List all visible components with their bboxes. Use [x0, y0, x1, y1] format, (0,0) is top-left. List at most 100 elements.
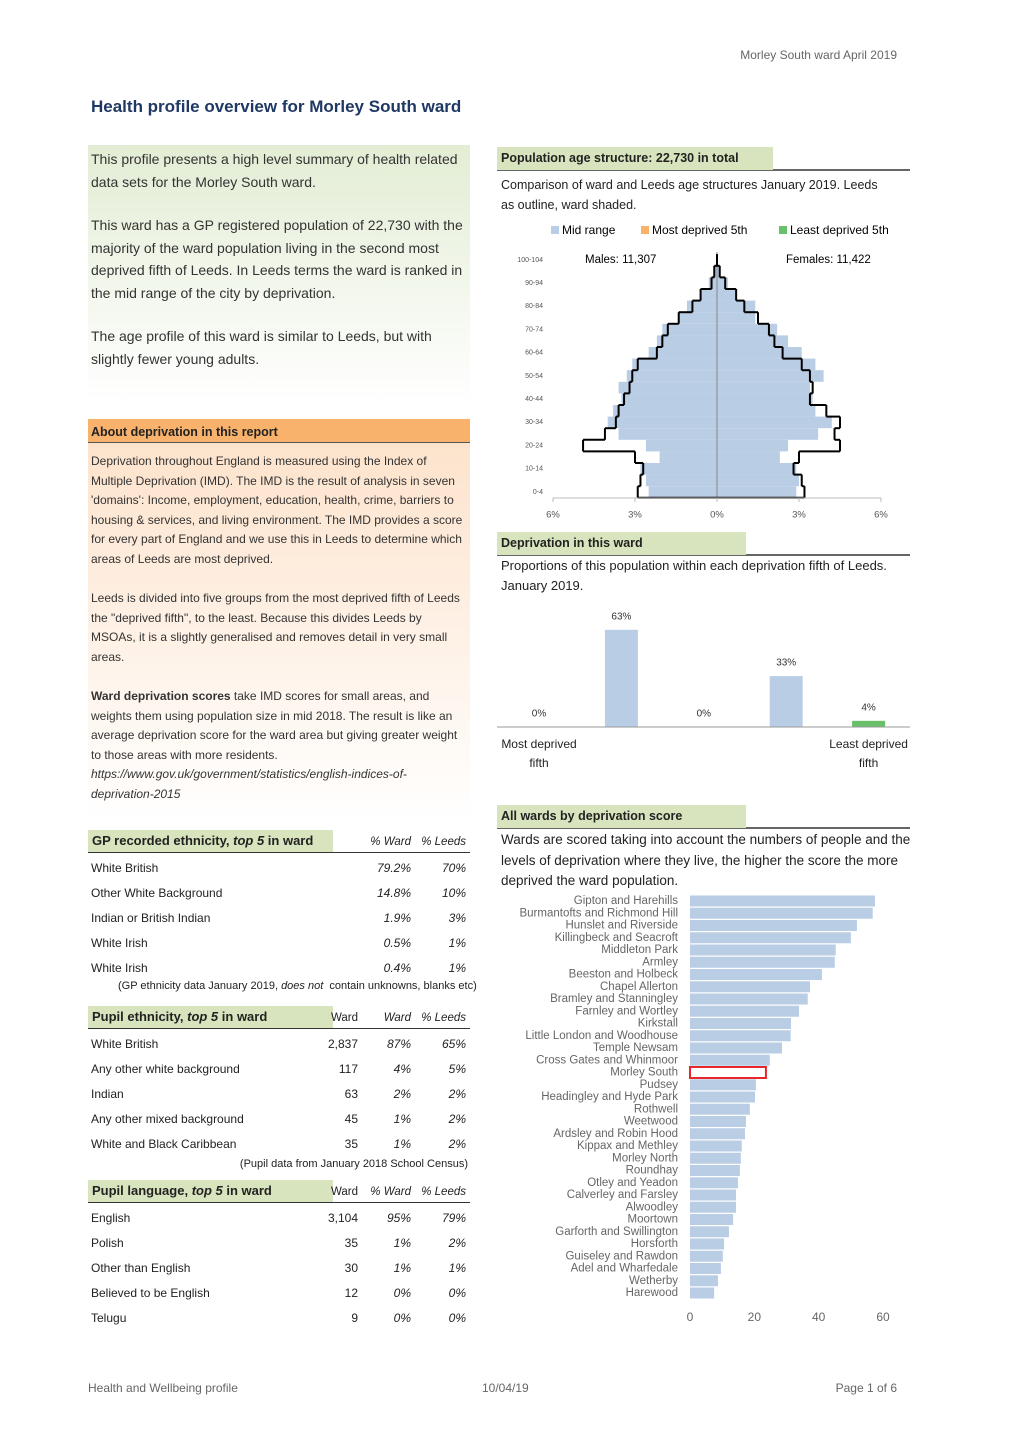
page-header: Morley South ward April 2019	[740, 48, 897, 62]
y-tick-label: 30-34	[525, 419, 543, 426]
paragraph: Deprivation throughout England is measur…	[91, 454, 463, 566]
category-label: Hunslet and Riverside	[565, 920, 678, 932]
y-tick-label: 100-104	[517, 257, 543, 264]
bar	[690, 1018, 792, 1029]
category-label: Chapel Allerton	[600, 981, 678, 993]
cell-value: 0%	[448, 1286, 466, 1300]
bar	[690, 1152, 741, 1164]
y-tick-label: 60-64	[525, 350, 543, 357]
bar	[708, 277, 717, 289]
bar	[659, 451, 717, 463]
bar	[690, 1250, 723, 1262]
bar	[648, 347, 717, 359]
cell-value: 3,104	[327, 1211, 358, 1225]
paragraph: Ward deprivation scores take IMD scores …	[91, 687, 468, 765]
heading-part: top 5	[233, 833, 265, 848]
intro-box: This profile presents a high level summa…	[88, 145, 470, 403]
bar	[769, 676, 803, 727]
bar	[690, 895, 875, 907]
legend-swatch	[551, 226, 559, 234]
x-tick-label: 60	[876, 1310, 890, 1324]
cell-value: 65%	[441, 1037, 466, 1051]
bar	[690, 1189, 736, 1201]
cell-value: 9	[351, 1311, 358, 1325]
category-label: Morley North	[612, 1152, 678, 1164]
column-header: % Leeds	[421, 1012, 466, 1024]
x-tick-label: 0%	[710, 510, 724, 521]
paragraph: The age profile of this ward is similar …	[91, 328, 432, 367]
table-heading: GP recorded ethnicity, top 5 in ward	[88, 830, 333, 852]
cell-value: 14.8%	[376, 886, 411, 900]
row-label: Indian	[91, 1087, 124, 1101]
category-label: Weetwood	[624, 1116, 678, 1128]
category-label: Roundhay	[626, 1165, 679, 1177]
bar	[690, 1238, 725, 1250]
value-label: 4%	[861, 702, 876, 713]
cell-value: 1%	[448, 961, 466, 975]
cell-value: 35	[344, 1137, 358, 1151]
cell-value: 0%	[393, 1311, 411, 1325]
bar	[690, 1054, 770, 1066]
bar	[690, 981, 810, 993]
bar	[717, 277, 728, 289]
bar	[690, 993, 808, 1005]
chart-title: Deprivation in this ward	[497, 532, 746, 555]
bar	[626, 370, 717, 382]
bar	[690, 1030, 791, 1042]
legend-swatch	[641, 226, 649, 234]
category-label: Most deprived fifth	[501, 737, 577, 770]
bar	[714, 265, 717, 278]
row-label: Any other white background	[91, 1062, 240, 1076]
category-label: Adel and Wharfedale	[571, 1263, 678, 1275]
row-label: English	[91, 1211, 131, 1225]
cell-value: 2%	[393, 1087, 411, 1101]
chart-subtitle: Proportions of this population within ea…	[501, 558, 887, 593]
about-text: Deprivation throughout England is measur…	[91, 452, 468, 804]
bold-lead: Ward deprivation scores	[91, 689, 231, 703]
paragraph: This ward has a GP registered population…	[91, 217, 463, 301]
heading-part: in ward	[222, 1183, 272, 1198]
category-label: Kirkstall	[638, 1018, 678, 1030]
y-tick-label: 40-44	[525, 396, 543, 403]
cell-value: 1%	[393, 1112, 411, 1126]
table-heading: Pupil language, top 5 in ward	[88, 1180, 333, 1202]
bar	[717, 358, 816, 371]
bar	[717, 463, 797, 475]
heading-part: top 5	[187, 1009, 219, 1024]
bar	[690, 1177, 738, 1189]
bar	[700, 289, 717, 301]
category-label: Least deprived fifth	[829, 737, 908, 770]
bar	[717, 416, 832, 429]
row-label: Any other mixed background	[91, 1112, 244, 1126]
note-part: contain unknowns, blanks etc)	[323, 980, 477, 992]
cell-value: 4%	[393, 1062, 411, 1076]
bar	[717, 474, 799, 487]
bar	[717, 428, 819, 440]
chart-title: All wards by deprivation score	[497, 805, 746, 828]
category-label: Burmantofts and Richmond Hill	[519, 907, 678, 919]
table-rule	[88, 1202, 470, 1203]
row-label: White British	[91, 1037, 159, 1051]
category-label: Little London and Woodhouse	[525, 1030, 678, 1042]
cell-value: 95%	[386, 1211, 411, 1225]
y-tick-label: 0-4	[533, 489, 543, 496]
y-tick-label: 80-84	[525, 303, 543, 310]
heading-part: in ward	[264, 833, 314, 848]
bar	[690, 1091, 755, 1103]
legend-label: Mid range	[562, 223, 616, 237]
heading-part: in ward	[218, 1009, 268, 1024]
bar	[690, 1165, 740, 1176]
section-heading: About deprivation in this report	[88, 419, 470, 443]
bar	[645, 439, 717, 452]
category-label: Harewood	[626, 1287, 678, 1299]
category-label: Headingley and Hyde Park	[541, 1091, 678, 1103]
heading-part: Pupil language,	[92, 1183, 192, 1198]
chart-subtitle: Comparison of ward and Leeds age structu…	[501, 178, 878, 212]
cell-value: 1%	[448, 1261, 466, 1275]
category-label: Alwoodley	[626, 1201, 679, 1213]
category-label: Gipton and Harehills	[574, 895, 678, 907]
cell-value: 12	[344, 1286, 358, 1300]
bar	[690, 969, 822, 980]
bar	[690, 920, 857, 931]
bar	[690, 1005, 800, 1017]
